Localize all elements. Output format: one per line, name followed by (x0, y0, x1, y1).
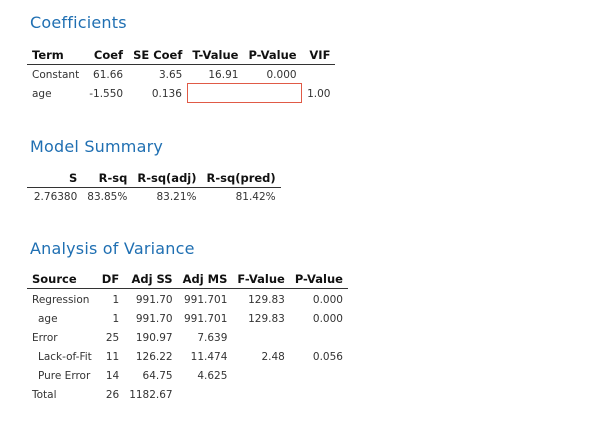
model-summary-title: Model Summary (30, 137, 164, 156)
column-header: R-sq (82, 171, 133, 188)
column-header: Term (27, 48, 85, 65)
table-cell: 1 (112, 293, 120, 306)
table-cell: 11 (105, 350, 120, 363)
model-summary-table: S R-sq R-sq(adj) R-sq(pred) 2.76380 83.8… (27, 171, 281, 203)
table-cell: 16.91 (208, 68, 239, 81)
table-cell: 0.056 (312, 350, 343, 363)
table-cell: 2.48 (261, 350, 285, 363)
table-row: age -1.550 0.136 1.00 (27, 83, 335, 103)
table-row: age 1 991.70 991.701 129.83 0.000 (27, 308, 348, 327)
table-cell: Regression (32, 293, 90, 306)
table-cell: Total (32, 388, 57, 401)
table-cell: age (32, 87, 52, 100)
column-header: DF (96, 272, 125, 289)
column-header: R-sq(pred) (201, 171, 281, 188)
column-header: F-Value (232, 272, 290, 289)
table-cell: 61.66 (93, 68, 124, 81)
column-header: P-Value (243, 48, 302, 65)
table-cell: age (38, 312, 58, 325)
anova-title: Analysis of Variance (30, 239, 195, 258)
table-cell: 991.70 (135, 293, 173, 306)
anova-table: Source DF Adj SS Adj MS F-Value P-Value … (27, 272, 348, 403)
table-header-row: Source DF Adj SS Adj MS F-Value P-Value (27, 272, 348, 289)
table-cell: 81.42% (235, 191, 276, 203)
table-cell: Error (32, 331, 58, 344)
table-row: Lack-of-Fit 11 126.22 11.474 2.48 0.056 (27, 346, 348, 365)
table-cell (302, 65, 336, 84)
table-cell: 991.701 (184, 293, 228, 306)
table-row: Error 25 190.97 7.639 (27, 327, 348, 346)
table-row: Regression 1 991.70 991.701 129.83 0.000 (27, 289, 348, 309)
column-header: S (27, 171, 83, 188)
table-row: Pure Error 14 64.75 4.625 (27, 365, 348, 384)
table-cell: 129.83 (248, 312, 285, 325)
column-header: R-sq(adj) (132, 171, 202, 188)
table-cell (178, 384, 233, 403)
table-cell: 83.21% (156, 191, 197, 203)
table-cell: 64.75 (142, 369, 173, 382)
coefficients-title: Coefficients (30, 13, 127, 32)
table-cell: 991.70 (135, 312, 173, 325)
table-cell: Lack-of-Fit (38, 350, 92, 363)
table-cell (290, 365, 348, 384)
table-cell: 0.000 (312, 312, 343, 325)
table-cell: 991.701 (184, 312, 228, 325)
table-cell: 0.136 (151, 87, 182, 100)
table-cell (232, 327, 289, 346)
table-row: 2.76380 83.85% 83.21% 81.42% (27, 188, 281, 203)
table-cell: -1.550 (89, 87, 124, 100)
table-cell: 126.22 (135, 350, 173, 363)
table-header-row: Term Coef SE Coef T-Value P-Value VIF (27, 48, 336, 65)
table-cell: 1 (112, 312, 120, 325)
table-cell (232, 365, 289, 384)
column-header: VIF (301, 48, 336, 65)
table-cell: 190.97 (135, 331, 173, 344)
table-cell: 1182.67 (129, 388, 173, 401)
column-header: T-Value (187, 48, 244, 65)
column-header: Adj SS (124, 272, 178, 289)
table-cell: 7.639 (197, 331, 228, 344)
table-cell: Pure Error (38, 369, 91, 382)
table-cell: 0.000 (312, 293, 343, 306)
table-cell: 25 (105, 331, 120, 344)
table-cell: 2.76380 (33, 191, 78, 203)
column-header: SE Coef (128, 48, 188, 65)
table-cell: 14 (105, 369, 120, 382)
table-cell: 4.625 (197, 369, 228, 382)
table-row: Constant 61.66 3.65 16.91 0.000 (27, 65, 335, 84)
coefficients-table: Term Coef SE Coef T-Value P-Value VIF Co… (27, 48, 336, 103)
table-cell: 83.85% (87, 191, 128, 203)
highlighted-empty-cell[interactable] (186, 83, 303, 103)
column-header: Adj MS (177, 272, 233, 289)
table-cell: 129.83 (248, 293, 285, 306)
table-cell: 1.00 (307, 87, 331, 100)
table-cell: 3.65 (158, 68, 183, 81)
table-cell: 26 (105, 388, 120, 401)
table-row: Total 26 1182.67 (27, 384, 348, 403)
table-header-row: S R-sq R-sq(adj) R-sq(pred) (27, 171, 281, 188)
column-header: P-Value (289, 272, 348, 289)
table-cell: 11.474 (190, 350, 228, 363)
table-cell: 0.000 (266, 68, 297, 81)
table-cell: Constant (32, 68, 80, 81)
table-cell (290, 384, 348, 403)
column-header: Source (27, 272, 97, 289)
table-cell (232, 384, 289, 403)
column-header: Coef (84, 48, 129, 65)
table-cell (290, 327, 348, 346)
